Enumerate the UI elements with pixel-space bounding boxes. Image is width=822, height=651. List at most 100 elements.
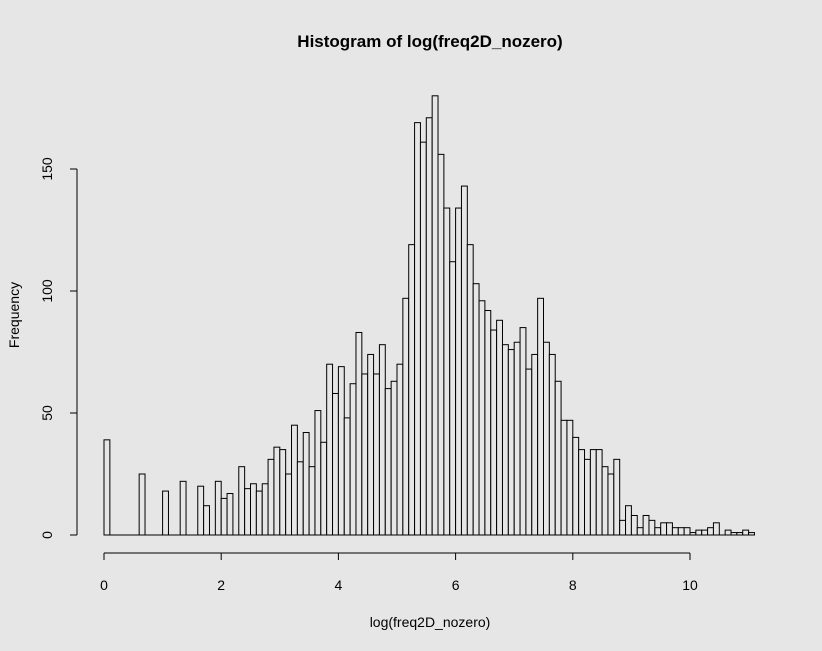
- histogram-bar: [566, 419, 574, 536]
- histogram-bar: [355, 331, 363, 536]
- histogram-bar: [742, 529, 750, 536]
- histogram-bar: [220, 497, 228, 536]
- histogram-bar: [578, 449, 586, 536]
- histogram-bar: [378, 344, 386, 536]
- histogram-bar: [584, 458, 591, 536]
- histogram-bar: [291, 424, 298, 536]
- histogram-bar: [525, 368, 533, 536]
- histogram-bar: [449, 261, 457, 536]
- histogram-bar: [490, 329, 498, 536]
- y-tick-label: 150: [39, 157, 55, 181]
- histogram-bar: [548, 353, 556, 536]
- histogram-bar: [636, 527, 644, 536]
- histogram-bar: [285, 473, 293, 536]
- histogram-bar: [519, 327, 527, 536]
- histogram-bar: [214, 480, 222, 536]
- histogram-bar: [554, 380, 562, 536]
- histogram-bar: [179, 480, 187, 536]
- histogram-bar: [267, 458, 275, 536]
- histogram-bar: [296, 461, 304, 536]
- x-tick-label: 4: [335, 577, 343, 593]
- x-tick-label: 8: [569, 577, 577, 593]
- y-tick-label: 0: [39, 531, 55, 539]
- y-tick-label: 50: [39, 405, 55, 421]
- histogram-bar: [484, 310, 492, 536]
- histogram-bar: [648, 519, 656, 536]
- y-axis: 0 50 100 150: [39, 157, 78, 539]
- histogram-bar: [660, 522, 668, 536]
- histogram-bar: [619, 519, 627, 536]
- histogram-bar: [466, 244, 474, 536]
- histogram-bar: [478, 300, 486, 536]
- histogram-bar: [630, 514, 638, 536]
- histogram-bar: [402, 297, 410, 536]
- histogram-bar: [507, 349, 515, 536]
- histogram-bar: [373, 373, 380, 536]
- histogram-bar: [601, 466, 609, 536]
- histogram-bar: [326, 363, 334, 536]
- histogram-bar: [396, 363, 404, 536]
- histogram-bar: [384, 388, 392, 536]
- histogram-bar: [226, 493, 234, 536]
- x-axis-label: log(freq2D_nozero): [370, 614, 491, 630]
- x-tick-label: 6: [452, 577, 460, 593]
- histogram-bar: [162, 490, 169, 536]
- x-tick-label: 10: [682, 577, 698, 593]
- histogram-bar: [437, 153, 445, 536]
- histogram-bar: [501, 344, 509, 536]
- histogram-bar: [472, 283, 480, 536]
- histogram-bar: [419, 141, 427, 536]
- histogram-bar: [431, 95, 439, 536]
- histogram-bar: [666, 522, 673, 536]
- histogram-bar: [361, 373, 369, 536]
- histogram-bar: [443, 207, 451, 536]
- histogram-bar: [724, 529, 732, 536]
- histogram-bar: [261, 483, 269, 536]
- y-axis-label: Frequency: [6, 282, 22, 348]
- histogram-bar: [595, 449, 603, 536]
- histogram-bar: [654, 527, 662, 536]
- histogram-bar: [332, 392, 339, 536]
- histogram-bar: [625, 505, 632, 536]
- histogram-bar: [543, 341, 550, 536]
- histogram-bar: [343, 417, 351, 536]
- histogram-bar: [279, 449, 287, 536]
- histogram-bar: [308, 466, 316, 536]
- histogram-bar: [677, 527, 685, 536]
- histogram-bar: [531, 353, 539, 536]
- histogram-bar: [460, 185, 468, 536]
- histogram-bar: [572, 436, 580, 536]
- histogram-bar: [138, 473, 146, 536]
- histogram-bar: [273, 446, 281, 536]
- histogram-bar: [390, 380, 398, 536]
- histogram-bar: [496, 319, 503, 536]
- histogram-bar: [320, 441, 328, 536]
- x-tick-label: 2: [217, 577, 225, 593]
- histogram-bar: [642, 514, 650, 536]
- histogram-bar: [607, 473, 615, 536]
- histogram-bar: [250, 483, 257, 536]
- histogram-bar: [707, 527, 714, 536]
- histogram-bar: [560, 419, 568, 536]
- histogram-bar: [367, 353, 375, 536]
- histogram-bar: [408, 244, 416, 536]
- x-tick-label: 0: [100, 577, 108, 593]
- histogram-bar: [712, 522, 720, 536]
- histogram-bar: [103, 439, 111, 536]
- histogram-bar: [671, 527, 679, 536]
- histogram-bar: [238, 466, 246, 536]
- histogram-bar: [255, 490, 263, 536]
- histogram-bar: [613, 458, 621, 536]
- histogram-bar: [314, 410, 322, 536]
- bars-group: [103, 95, 755, 536]
- histogram-bar: [414, 122, 421, 536]
- chart-title: Histogram of log(freq2D_nozero): [297, 32, 562, 51]
- histogram-bar: [683, 527, 691, 536]
- x-axis: 0 2 4 6 8 10: [100, 552, 698, 593]
- histogram-bar: [701, 529, 709, 536]
- histogram-bar: [302, 432, 310, 536]
- histogram-bar: [244, 488, 251, 536]
- histogram-bar: [537, 297, 545, 536]
